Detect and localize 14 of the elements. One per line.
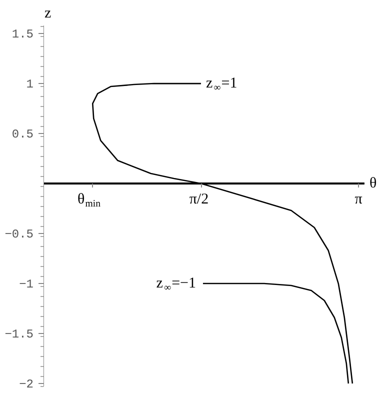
y-axis-title: z (44, 6, 52, 22)
y-tick-label: −1 (19, 278, 34, 292)
y-tick-label: 1.5 (12, 28, 34, 42)
y-tick-label: 0.5 (12, 128, 34, 142)
annotation: z∞=1 (206, 76, 238, 94)
y-tick-label: −0.5 (4, 228, 34, 242)
x-tick-label: π/2 (189, 192, 209, 208)
annotation: z∞=−1 (156, 276, 196, 294)
x-axis-title: θ (369, 176, 377, 192)
line-series (202, 282, 350, 384)
y-tick-label: −2 (19, 378, 34, 392)
y-tick-label: 1 (26, 78, 34, 92)
x-tick-label: π (354, 192, 363, 208)
y-tick-label: −1.5 (4, 328, 34, 342)
